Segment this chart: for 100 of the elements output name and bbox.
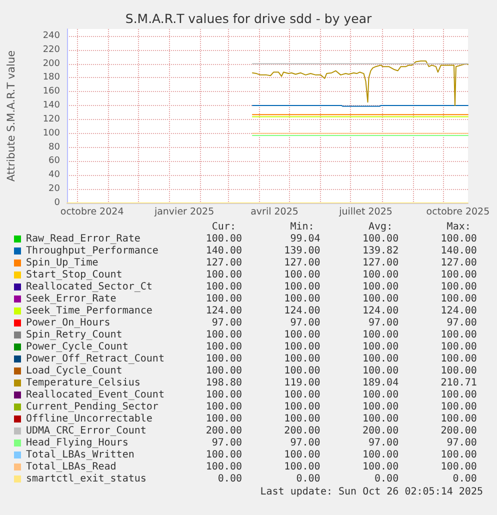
text: 97.00 bbox=[368, 318, 399, 328]
text: 100.00 bbox=[206, 402, 242, 412]
text: 200.00 bbox=[440, 426, 477, 436]
text: 140.00 bbox=[440, 246, 477, 256]
legend-label: Power_Off_Retract_Count bbox=[26, 354, 164, 364]
x-tick-label: octobre 2024 bbox=[60, 206, 124, 218]
text: Cur: bbox=[212, 222, 236, 232]
y-tick-label: 200 bbox=[42, 58, 60, 69]
legend-label: Reallocated_Sector_Ct bbox=[26, 282, 152, 292]
legend-label: smartctl_exit_status bbox=[26, 474, 146, 484]
y-tick-label: 60 bbox=[48, 156, 60, 166]
text: 100.00 bbox=[284, 450, 320, 460]
x-tick-label: juillet 2025 bbox=[338, 206, 392, 218]
text: 100.00 bbox=[206, 270, 242, 280]
line-series bbox=[252, 60, 468, 106]
text: 100.00 bbox=[362, 234, 399, 244]
text: 140.00 bbox=[206, 246, 242, 256]
text: 100.00 bbox=[440, 450, 477, 460]
x-tick-label: octobre 2025 bbox=[426, 206, 490, 218]
text: 100.00 bbox=[362, 342, 399, 352]
y-tick-label: 20 bbox=[48, 184, 60, 194]
text: 210.71 bbox=[440, 378, 477, 388]
legend-label: Start_Stop_Count bbox=[26, 270, 122, 280]
y-axis-title: Attribute S.M.A.R.T value bbox=[6, 50, 18, 182]
text: 0.00 bbox=[374, 474, 399, 484]
text: 97.00 bbox=[212, 438, 242, 448]
text: 100.00 bbox=[206, 330, 242, 340]
legend-label: Total_LBAs_Read bbox=[26, 462, 116, 472]
text: 119.00 bbox=[284, 378, 320, 388]
legend-label: Offline_Uncorrectable bbox=[26, 414, 152, 424]
text: 100.00 bbox=[284, 270, 320, 280]
text: Avg: bbox=[368, 222, 393, 232]
y-tick-label: 160 bbox=[42, 86, 60, 97]
legend-label: Power_Cycle_Count bbox=[26, 342, 128, 352]
text: 97.00 bbox=[212, 318, 242, 328]
text: 97.00 bbox=[368, 438, 399, 448]
text: 100.00 bbox=[362, 402, 399, 412]
text: 100.00 bbox=[284, 330, 320, 340]
x-tick-label: avril 2025 bbox=[250, 206, 298, 218]
text: 139.82 bbox=[362, 246, 399, 256]
text: 100.00 bbox=[440, 462, 477, 472]
text: 100.00 bbox=[206, 354, 242, 364]
text: 100.00 bbox=[440, 234, 477, 244]
text: 100.00 bbox=[440, 414, 477, 424]
text: 100.00 bbox=[284, 294, 320, 304]
text: 100.00 bbox=[284, 462, 320, 472]
text: 100.00 bbox=[206, 414, 242, 424]
text: 100.00 bbox=[440, 294, 477, 304]
text: 200.00 bbox=[362, 426, 399, 436]
text: 100.00 bbox=[362, 390, 399, 400]
text: 100.00 bbox=[284, 366, 320, 376]
text: 100.00 bbox=[362, 282, 399, 292]
text: 100.00 bbox=[362, 366, 399, 376]
text: 124.00 bbox=[284, 306, 320, 316]
y-tick-label: 240 bbox=[42, 30, 60, 41]
text: 100.00 bbox=[440, 402, 477, 412]
text: 100.00 bbox=[440, 270, 477, 280]
text: 100.00 bbox=[440, 366, 477, 376]
y-tick-label: 180 bbox=[42, 72, 60, 83]
chart-title: S.M.A.R.T values for drive sdd - by year bbox=[125, 11, 372, 26]
y-tick-label: 220 bbox=[42, 44, 60, 55]
legend-label: Load_Cycle_Count bbox=[26, 366, 122, 376]
y-tick-label: 120 bbox=[42, 114, 60, 124]
text: 139.00 bbox=[284, 246, 320, 256]
text: 0.00 bbox=[296, 474, 320, 484]
legend-label: Current_Pending_Sector bbox=[26, 402, 158, 412]
text: 100.00 bbox=[440, 390, 477, 400]
text: 100.00 bbox=[440, 354, 477, 364]
y-tick-label: 140 bbox=[42, 100, 60, 111]
text: 124.00 bbox=[206, 306, 242, 316]
text: 100.00 bbox=[362, 450, 399, 460]
legend-label: UDMA_CRC_Error_Count bbox=[26, 426, 146, 436]
text: 100.00 bbox=[284, 414, 320, 424]
text: 100.00 bbox=[440, 282, 477, 292]
text: 97.00 bbox=[290, 438, 320, 448]
text: 127.00 bbox=[284, 258, 320, 268]
text: 100.00 bbox=[206, 390, 242, 400]
text: 100.00 bbox=[206, 342, 242, 352]
text: 100.00 bbox=[206, 234, 242, 244]
text: 124.00 bbox=[440, 306, 477, 316]
y-tick-label: 0 bbox=[54, 198, 60, 208]
text: 97.00 bbox=[290, 318, 320, 328]
legend-label: Raw_Read_Error_Rate bbox=[26, 234, 140, 244]
text: 100.00 bbox=[362, 330, 399, 340]
legend-label: Power_On_Hours bbox=[26, 318, 110, 328]
text: 100.00 bbox=[362, 462, 399, 472]
text: 100.00 bbox=[362, 294, 399, 304]
text: 200.00 bbox=[206, 426, 242, 436]
text: 97.00 bbox=[446, 438, 477, 448]
legend-label: Seek_Error_Rate bbox=[26, 294, 116, 304]
text: Last update: Sun Oct 26 02:05:14 2025 bbox=[260, 486, 483, 498]
legend-label: Reallocated_Event_Count bbox=[26, 390, 164, 400]
text: 100.00 bbox=[362, 354, 399, 364]
y-tick-label: 80 bbox=[48, 142, 60, 152]
text: 0.00 bbox=[452, 474, 477, 484]
text: 100.00 bbox=[206, 366, 242, 376]
text: 100.00 bbox=[206, 450, 242, 460]
legend-label: Seek_Time_Performance bbox=[26, 306, 152, 316]
text: 189.04 bbox=[362, 378, 399, 388]
text: 127.00 bbox=[206, 258, 242, 268]
